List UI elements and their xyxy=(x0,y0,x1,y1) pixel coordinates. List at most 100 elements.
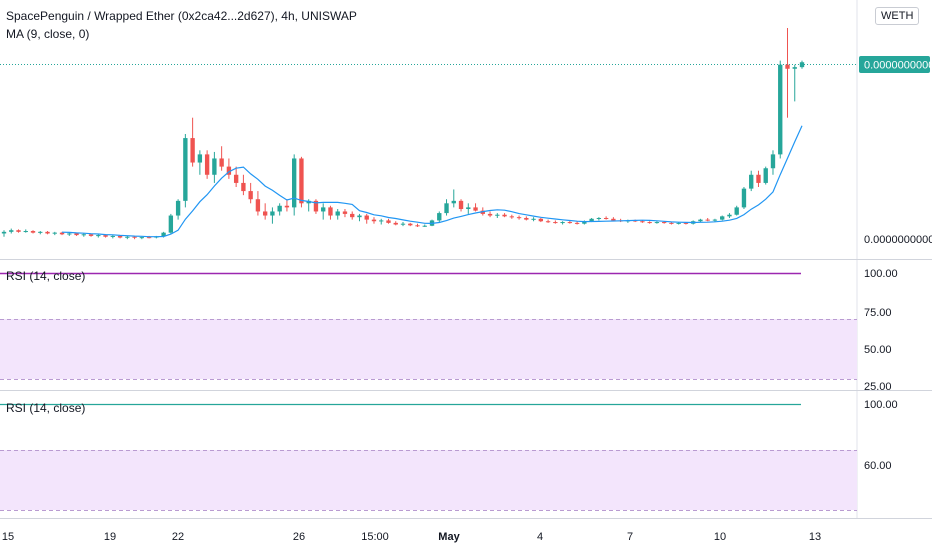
candle-body xyxy=(763,168,768,183)
candle-body xyxy=(400,223,406,225)
x-tick-10: 10 xyxy=(714,531,726,543)
candle-body xyxy=(379,220,384,222)
candle-body xyxy=(516,217,522,219)
candle-body xyxy=(640,221,645,223)
candle-body xyxy=(756,174,761,183)
candle-body xyxy=(603,217,609,219)
rsi1-legend[interactable]: RSI (14, close) xyxy=(6,269,86,283)
candle-body xyxy=(466,207,471,210)
candle-body xyxy=(741,188,747,208)
candle-body xyxy=(720,216,725,220)
candle-body xyxy=(799,62,805,68)
rsi2-tick-60: 60.00 xyxy=(864,460,892,472)
candle-body xyxy=(74,233,79,236)
candle-body xyxy=(321,207,326,212)
x-tick-7: 7 xyxy=(627,531,633,543)
rsi1-tick-75: 75.00 xyxy=(864,307,892,319)
candle-body xyxy=(241,182,246,192)
candle-body xyxy=(531,218,536,220)
rsi2-band xyxy=(0,450,857,510)
candle-body xyxy=(284,205,290,208)
candle-body xyxy=(328,207,333,216)
candle-body xyxy=(371,219,377,222)
price-pane xyxy=(1,28,805,240)
ma-line xyxy=(61,125,803,238)
candle-body xyxy=(88,234,94,236)
candle-body xyxy=(81,234,86,236)
candle-body xyxy=(204,154,210,175)
candle-body xyxy=(357,215,362,218)
symbol-title[interactable]: SpacePenguin / Wrapped Ether (0x2ca42...… xyxy=(6,9,357,23)
candle-body xyxy=(110,235,115,237)
candle-body xyxy=(175,200,181,216)
candle-body xyxy=(161,232,166,237)
candle-body xyxy=(705,219,710,221)
candle-body xyxy=(502,214,507,217)
candle-body xyxy=(132,236,137,238)
quote-currency-badge[interactable]: WETH xyxy=(875,7,920,25)
rsi2-tick-100: 100.00 xyxy=(864,399,898,411)
x-tick-1500: 15:00 xyxy=(361,531,389,543)
ma-legend[interactable]: MA (9, close, 0) xyxy=(6,27,90,41)
x-tick-19: 19 xyxy=(104,531,116,543)
x-tick-may: May xyxy=(438,531,460,543)
candle-body xyxy=(734,207,739,215)
candle-body xyxy=(299,158,304,204)
low-price-label: 0.0000000000 xyxy=(864,234,932,246)
candle-body xyxy=(190,138,195,163)
candle-body xyxy=(248,191,253,200)
candle-body xyxy=(611,218,616,221)
candle-body xyxy=(647,222,652,224)
candle-body xyxy=(117,235,123,238)
candle-body xyxy=(422,225,427,227)
candle-body xyxy=(386,220,391,223)
candle-body xyxy=(567,222,573,224)
candle-body xyxy=(509,216,514,218)
candle-body xyxy=(495,214,500,216)
candle-body xyxy=(458,200,464,210)
candle-body xyxy=(487,213,493,216)
candle-body xyxy=(560,222,565,224)
candle-body xyxy=(654,222,660,224)
candle-body xyxy=(596,217,602,219)
x-tick-15: 15 xyxy=(2,531,14,543)
candle-body xyxy=(67,233,72,235)
candle-body xyxy=(669,222,674,224)
candle-body xyxy=(45,231,50,234)
candle-body xyxy=(270,211,275,216)
rsi2-legend[interactable]: RSI (14, close) xyxy=(6,401,86,415)
candle-body xyxy=(364,215,369,220)
candle-body xyxy=(778,64,783,155)
candle-body xyxy=(146,237,152,239)
candle-body xyxy=(785,64,790,69)
candle-body xyxy=(96,235,101,237)
candle-body xyxy=(335,211,340,216)
candle-body xyxy=(16,230,21,232)
candle-body xyxy=(313,200,319,212)
candle-body xyxy=(59,232,65,235)
candle-body xyxy=(676,222,681,224)
candle-body xyxy=(350,213,355,218)
last-price-label: 0.0000000000 xyxy=(864,60,932,72)
candle-body xyxy=(574,222,580,224)
candle-body xyxy=(23,231,28,233)
candle-body xyxy=(103,235,108,237)
candle-body xyxy=(219,158,224,167)
x-tick-13: 13 xyxy=(809,531,821,543)
candle-body xyxy=(393,222,398,225)
candle-body xyxy=(415,225,420,227)
x-tick-4: 4 xyxy=(537,531,543,543)
rsi1-tick-25: 25.00 xyxy=(864,381,892,393)
candle-body xyxy=(770,154,776,169)
candle-body xyxy=(197,154,203,163)
rsi1-band xyxy=(0,319,857,379)
candle-body xyxy=(168,215,174,233)
candle-body xyxy=(183,138,188,201)
candle-body xyxy=(553,222,558,224)
candle-body xyxy=(792,67,797,69)
candle-body xyxy=(437,213,442,221)
candle-body xyxy=(125,236,130,238)
candle-body xyxy=(408,223,413,226)
candle-body xyxy=(712,219,718,221)
